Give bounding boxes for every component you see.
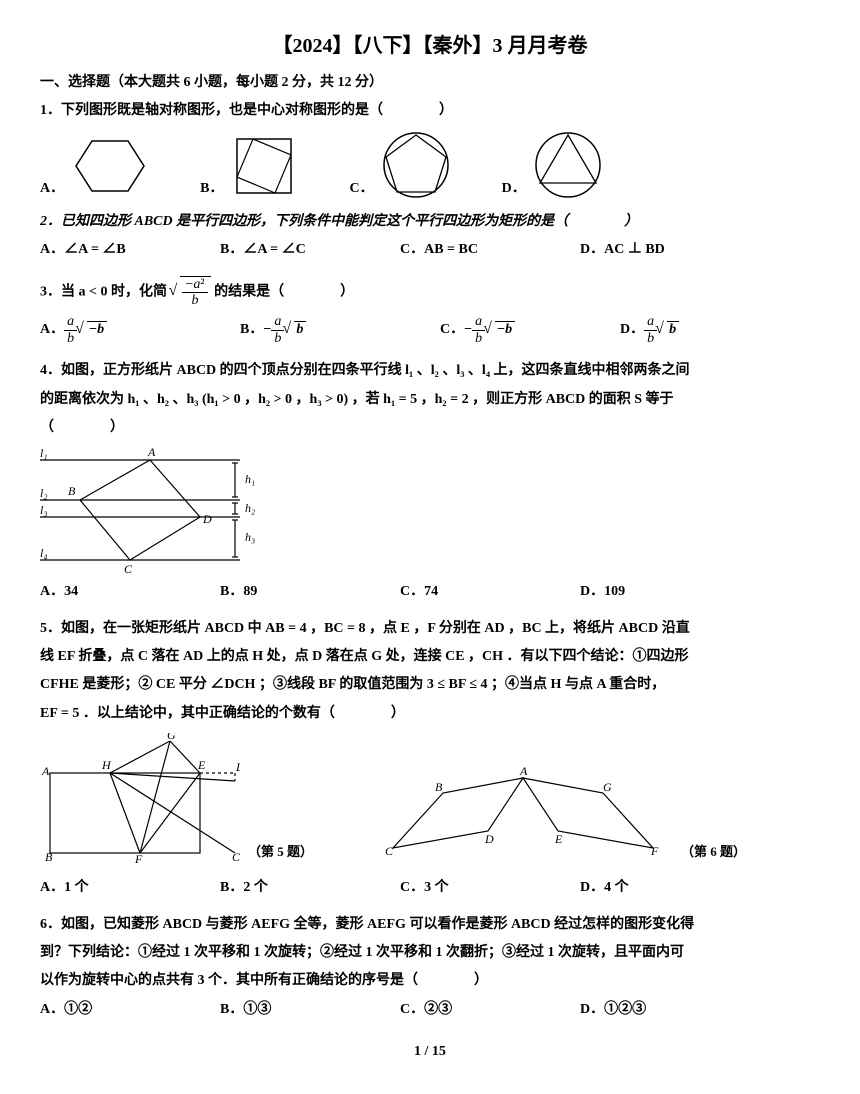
- q6-figure: A B C D G F E: [373, 763, 673, 863]
- svg-text:G: G: [603, 780, 612, 794]
- svg-text:F: F: [650, 844, 659, 858]
- question-6-line3: 以作为旋转中心的点共有 3 个．其中所有正确结论的序号是（ ）: [40, 970, 820, 992]
- q6-options: A．①② B．①③ C．②③ D．①②③: [40, 999, 820, 1021]
- q1-options: A． B． C． D．: [40, 129, 820, 201]
- q6-opt-a: A．①②: [40, 999, 220, 1021]
- q4-opt-b: B．89: [220, 581, 400, 603]
- q1-opt-c: C．: [349, 129, 451, 201]
- q2-options: A．∠A = ∠B B．∠A = ∠C C．AB = BC D．AC ⊥ BD: [40, 239, 820, 261]
- svg-text:B: B: [45, 850, 53, 863]
- svg-text:h₁: h₁: [245, 472, 255, 486]
- q4-opt-d: D．109: [580, 581, 760, 603]
- svg-text:E: E: [197, 758, 206, 772]
- question-4-line2: 的距离依次为 h₁ 、h₂ 、h₃ (h₁ > 0 ，h₂ > 0 ，h₃ > …: [40, 389, 820, 411]
- q4-figure: l₁ l₂ l₃ l₄ A B C D h₁ h₂ h₃: [40, 445, 270, 575]
- svg-text:H: H: [101, 758, 112, 772]
- question-6-line2: 到？下列结论：①经过 1 次平移和 1 次旋转；②经过 1 次平移和 1 次翻折…: [40, 942, 820, 964]
- svg-text:D: D: [235, 760, 240, 774]
- question-5-line1: 5．如图，在一张矩形纸片 ABCD 中 AB = 4 ，BC = 8 ，点 E …: [40, 618, 820, 640]
- pentagon-in-circle-icon: [380, 129, 452, 201]
- page-number: 1 / 15: [40, 1041, 820, 1063]
- q3-opt-d: D．abb: [620, 314, 800, 346]
- question-4-line1: 4．如图，正方形纸片 ABCD 的四个顶点分别在四条平行线 l₁ 、l₂ 、l₃…: [40, 360, 820, 382]
- svg-text:C: C: [385, 844, 394, 858]
- svg-text:E: E: [554, 832, 563, 846]
- q2-opt-c: C．AB = BC: [400, 239, 580, 261]
- q6-opt-c: C．②③: [400, 999, 580, 1021]
- svg-text:h₂: h₂: [245, 501, 255, 515]
- svg-text:l₁: l₁: [40, 446, 48, 460]
- q5-figure-label: （第 5 题）: [248, 842, 313, 863]
- q3-post: 的结果是（ ）: [214, 284, 354, 299]
- question-5-line3: CFHE 是菱形；② CE 平分 ∠DCH ；③线段 BF 的取值范围为 3 ≤…: [40, 674, 820, 696]
- q6-opt-d: D．①②③: [580, 999, 760, 1021]
- q5-q6-figures: A B C D E F G H （第 5 题） A B C D G F E （第 6 题）: [40, 733, 820, 863]
- svg-text:D: D: [484, 832, 494, 846]
- q1-opt-a: A．: [40, 131, 150, 201]
- svg-text:l₃: l₃: [40, 503, 48, 517]
- question-5-line4: EF = 5 ．以上结论中，其中正确结论的个数有（ ）: [40, 703, 820, 725]
- question-1: 1．下列图形既是轴对称图形，也是中心对称图形的是（ ）: [40, 100, 820, 122]
- triangle-in-circle-icon: [532, 129, 604, 201]
- q5-opt-b: B．2 个: [220, 877, 400, 899]
- q4-opt-c: C．74: [400, 581, 580, 603]
- q1-opt-b: B．: [200, 131, 299, 201]
- q4-options: A．34 B．89 C．74 D．109: [40, 581, 820, 603]
- svg-text:C: C: [232, 850, 240, 863]
- question-4-line3: （ ）: [40, 417, 820, 439]
- svg-text:l₄: l₄: [40, 546, 48, 560]
- q3-opt-b: B．−abb: [240, 314, 440, 346]
- q5-figure: A B C D E F G H: [40, 733, 240, 863]
- opt-label: D．: [502, 178, 526, 200]
- question-6-line1: 6．如图，已知菱形 ABCD 与菱形 AEFG 全等，菱形 AEFG 可以看作是…: [40, 914, 820, 936]
- svg-text:A: A: [147, 445, 156, 459]
- q6-figure-label: （第 6 题）: [681, 842, 746, 863]
- opt-label: A．: [40, 178, 64, 200]
- q3-options: A．ab−b B．−abb C．−ab−b D．abb: [40, 314, 820, 346]
- svg-text:A: A: [41, 764, 50, 778]
- q2-opt-a: A．∠A = ∠B: [40, 239, 220, 261]
- q1-opt-d: D．: [502, 129, 604, 201]
- q5-opt-c: C．3 个: [400, 877, 580, 899]
- svg-text:C: C: [124, 562, 133, 575]
- q2-opt-d: D．AC ⊥ BD: [580, 239, 760, 261]
- q6-opt-b: B．①③: [220, 999, 400, 1021]
- question-3: 3．当 a < 0 时，化简 −a²b 的结果是（ ）: [40, 276, 820, 309]
- hexagon-icon: [70, 131, 150, 201]
- q4-opt-a: A．34: [40, 581, 220, 603]
- svg-text:F: F: [134, 852, 143, 863]
- svg-text:D: D: [202, 512, 212, 526]
- sqrt-icon: −a²b: [170, 276, 210, 309]
- question-2: 2．已知四边形 ABCD 是平行四边形，下列条件中能判定这个平行四边形为矩形的是…: [40, 211, 820, 233]
- q5-opt-d: D．4 个: [580, 877, 760, 899]
- svg-text:B: B: [68, 484, 76, 498]
- svg-text:h₃: h₃: [245, 530, 255, 544]
- svg-text:G: G: [167, 733, 176, 742]
- svg-text:B: B: [435, 780, 443, 794]
- q5-opt-a: A．1 个: [40, 877, 220, 899]
- opt-label: B．: [200, 178, 223, 200]
- svg-text:l₂: l₂: [40, 486, 48, 500]
- q3-opt-a: A．ab−b: [40, 314, 240, 346]
- square-in-square-icon: [229, 131, 299, 201]
- section-heading: 一、选择题（本大题共 6 小题，每小题 2 分，共 12 分）: [40, 72, 820, 94]
- question-5-line2: 线 EF 折叠，点 C 落在 AD 上的点 H 处，点 D 落在点 G 处，连接…: [40, 646, 820, 668]
- q5-options: A．1 个 B．2 个 C．3 个 D．4 个: [40, 877, 820, 899]
- svg-text:A: A: [519, 764, 528, 778]
- q2-opt-b: B．∠A = ∠C: [220, 239, 400, 261]
- exam-title: 【2024】【八下】【秦外】3 月月考卷: [40, 30, 820, 62]
- q3-pre: 3．当 a < 0 时，化简: [40, 284, 167, 299]
- q3-opt-c: C．−ab−b: [440, 314, 620, 346]
- opt-label: C．: [349, 178, 373, 200]
